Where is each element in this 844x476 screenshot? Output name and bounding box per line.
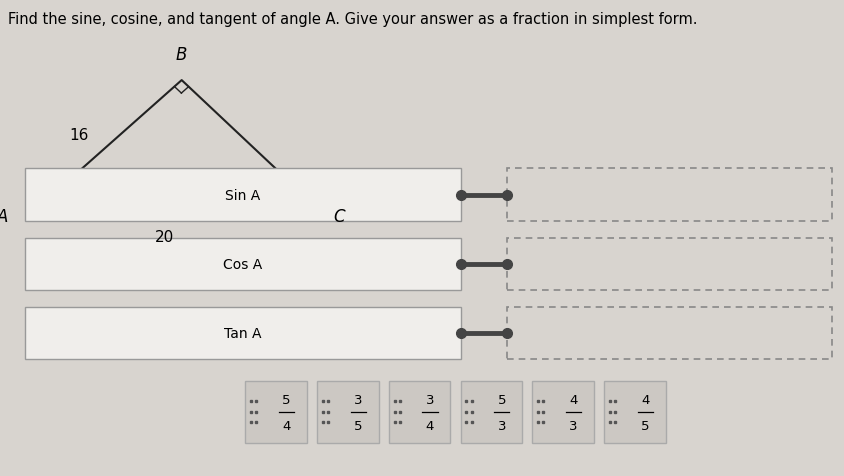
Text: 3: 3 bbox=[425, 393, 434, 406]
Text: C: C bbox=[333, 208, 345, 226]
Text: 20: 20 bbox=[155, 229, 174, 244]
FancyBboxPatch shape bbox=[25, 307, 460, 359]
Text: A: A bbox=[0, 208, 8, 226]
Text: Find the sine, cosine, and tangent of angle A. Give your answer as a fraction in: Find the sine, cosine, and tangent of an… bbox=[8, 12, 697, 27]
Text: 3: 3 bbox=[354, 393, 362, 406]
Text: 4: 4 bbox=[569, 393, 577, 406]
Text: 4: 4 bbox=[425, 419, 434, 432]
FancyBboxPatch shape bbox=[506, 307, 831, 359]
Text: Cos A: Cos A bbox=[223, 257, 262, 271]
FancyBboxPatch shape bbox=[460, 381, 522, 443]
FancyBboxPatch shape bbox=[506, 169, 831, 221]
Text: 3: 3 bbox=[497, 419, 506, 432]
Text: 4: 4 bbox=[282, 419, 290, 432]
FancyBboxPatch shape bbox=[603, 381, 665, 443]
Text: 4: 4 bbox=[641, 393, 649, 406]
FancyBboxPatch shape bbox=[25, 169, 460, 221]
Text: Sin A: Sin A bbox=[225, 188, 260, 202]
FancyBboxPatch shape bbox=[506, 238, 831, 290]
FancyBboxPatch shape bbox=[532, 381, 593, 443]
Text: 5: 5 bbox=[641, 419, 649, 432]
Text: 5: 5 bbox=[282, 393, 290, 406]
FancyBboxPatch shape bbox=[388, 381, 450, 443]
FancyBboxPatch shape bbox=[25, 238, 460, 290]
Text: 3: 3 bbox=[569, 419, 577, 432]
FancyBboxPatch shape bbox=[316, 381, 378, 443]
Text: 5: 5 bbox=[354, 419, 362, 432]
FancyBboxPatch shape bbox=[245, 381, 306, 443]
Text: 16: 16 bbox=[69, 128, 89, 143]
Text: Tan A: Tan A bbox=[224, 326, 262, 340]
Text: B: B bbox=[176, 46, 187, 64]
Text: 5: 5 bbox=[497, 393, 506, 406]
